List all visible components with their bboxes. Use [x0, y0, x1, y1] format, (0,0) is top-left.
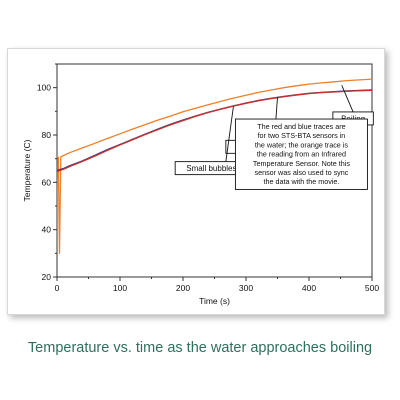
x-tick-label: 0 [55, 283, 60, 293]
note-line: Temperature Sensor. Note this [253, 159, 350, 168]
x-tick-label: 200 [176, 283, 190, 293]
y-tick-label: 40 [42, 225, 52, 235]
series-line-0 [56, 78, 373, 254]
note-line: the reading from an Infrared [257, 150, 346, 159]
caption: Temperature vs. time as the water approa… [27, 340, 373, 356]
y-tick-label: 60 [42, 177, 52, 187]
x-tick-label: 500 [365, 283, 379, 293]
note-line: The red and blue traces are [257, 122, 345, 131]
annotation-label: Small bubbles forming [186, 164, 265, 173]
y-tick-label: 80 [42, 130, 52, 140]
annotation-leader [225, 106, 234, 162]
y-tick-label: 20 [42, 272, 52, 282]
y-axis-label: Temperature (C) [22, 139, 32, 201]
note-line: for two STS-BTA sensors in [258, 131, 346, 140]
note-box [234, 118, 368, 190]
chart-plot: 20 40 60 80 100 0 100 200 300 400 500 Time (s) Tempe… [22, 63, 379, 306]
chart-frame: 20 40 60 80 100 0 100 200 300 400 500 Time (s) Tempe… [7, 48, 385, 315]
note-line: sensor was also used to sync [254, 168, 348, 177]
x-tick-label: 300 [239, 283, 253, 293]
x-axis-label: Time (s) [199, 296, 230, 306]
y-tick-label: 100 [37, 83, 51, 93]
series-line-2 [56, 89, 373, 173]
x-tick-label: 400 [302, 283, 316, 293]
note-line: the data with the movie. [263, 177, 339, 186]
annotation-leader [341, 85, 354, 113]
note-line: the water; the orange trace is [255, 140, 348, 149]
x-tick-label: 100 [113, 283, 127, 293]
